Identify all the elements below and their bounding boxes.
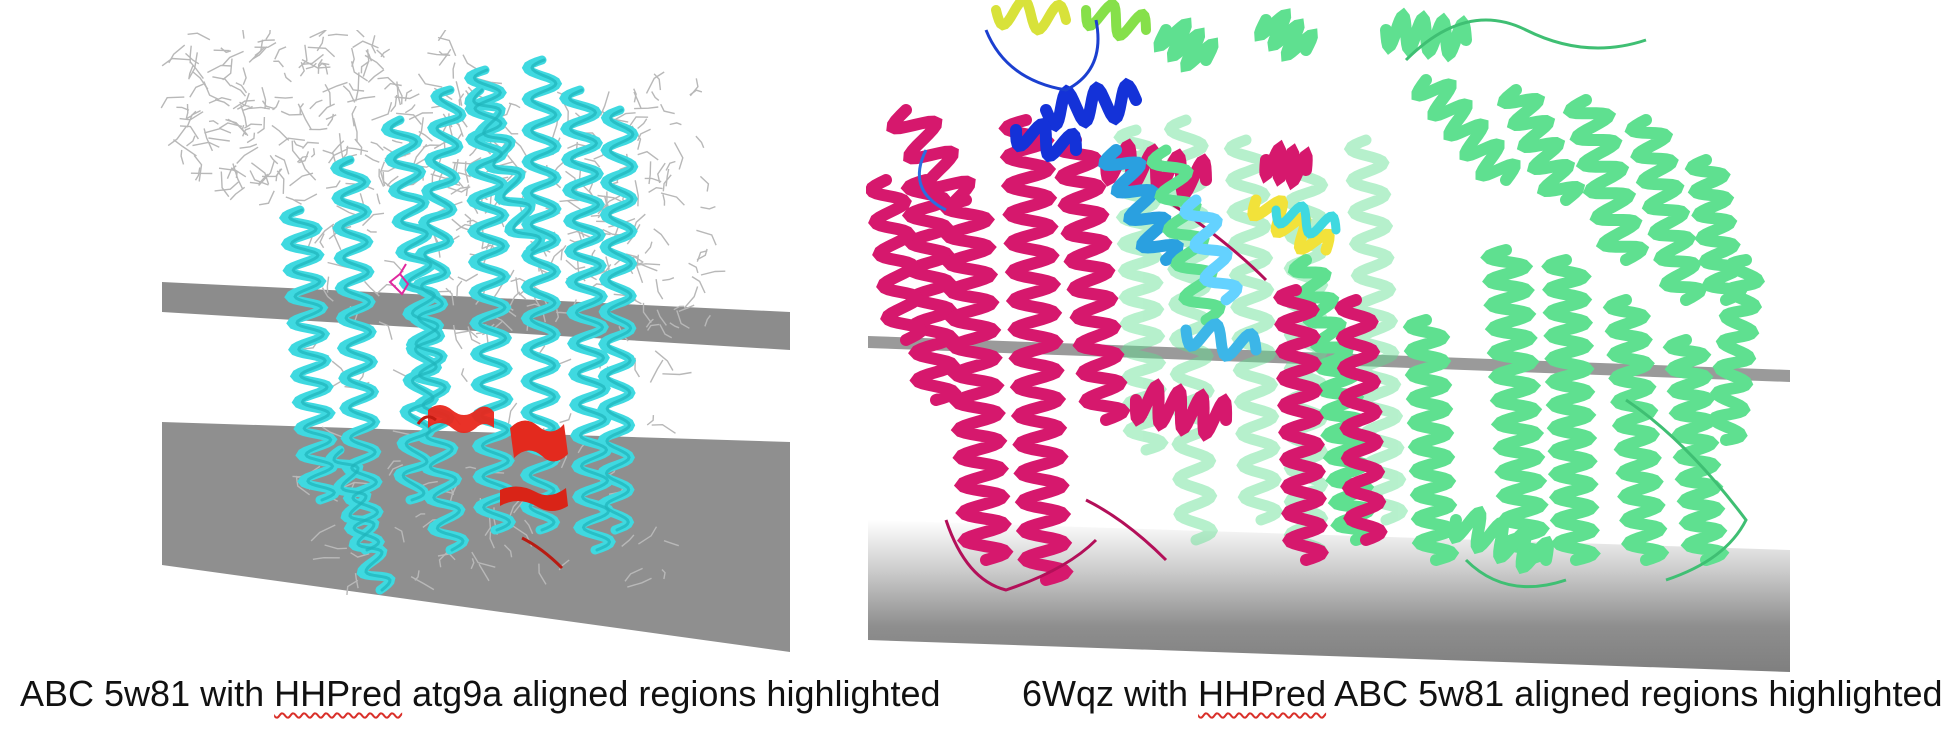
right-structure-svg <box>866 0 1790 672</box>
cyan-helices <box>278 55 639 595</box>
right-figure-caption: 6Wqz with HHPred ABC 5w81 aligned region… <box>1022 676 1943 712</box>
caption-text: 6Wqz with <box>1022 673 1199 714</box>
left-figure-caption: ABC 5w81 with HHPred atg9a aligned regio… <box>20 676 941 712</box>
green-domain <box>1153 7 1766 589</box>
rainbow-highlighted-region <box>917 0 1341 362</box>
caption-text: ABC 5w81 with <box>20 673 275 714</box>
magenta-domain <box>866 104 1388 592</box>
left-structure-svg <box>160 30 790 652</box>
spellcheck-flagged-word[interactable]: HHPred <box>1198 673 1327 714</box>
lower-membrane-slab <box>868 520 1790 672</box>
caption-text: ABC 5w81 aligned regions highlighted <box>1326 673 1943 714</box>
caption-text: atg9a aligned regions highlighted <box>402 673 941 714</box>
left-structure-figure <box>150 30 800 660</box>
highlighted-regions <box>416 405 568 570</box>
spellcheck-flagged-word[interactable]: HHPred <box>274 673 403 714</box>
magenta-ligand <box>388 263 410 296</box>
lower-membrane-slab <box>162 422 790 652</box>
right-structure-figure <box>866 0 1796 680</box>
